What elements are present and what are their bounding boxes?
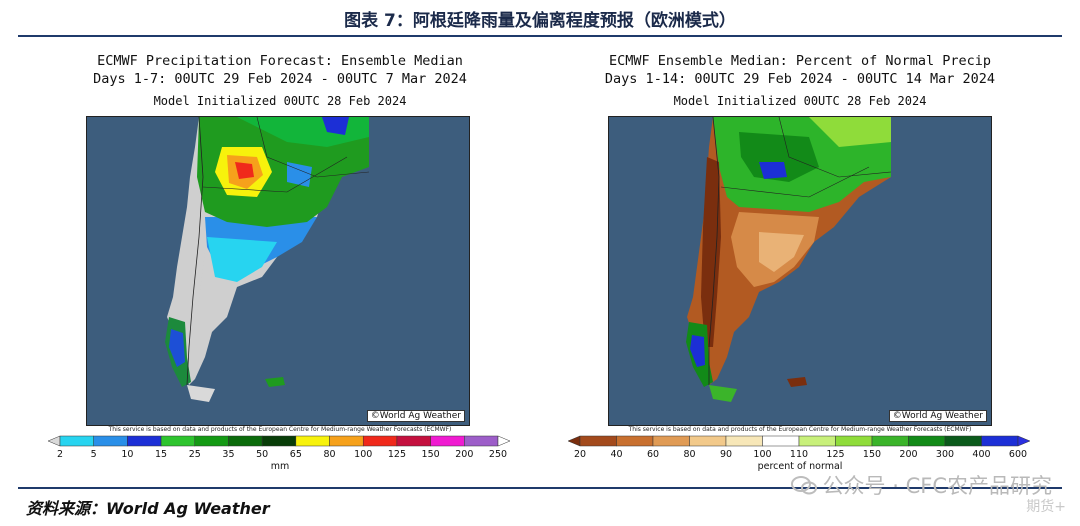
colorbar-segment [497, 435, 511, 447]
colorbar-segment [689, 435, 727, 447]
wechat-icon [790, 476, 817, 495]
colorbar-graphic [567, 435, 1031, 447]
precip-map: ©World Ag Weather [86, 116, 470, 426]
colorbar-segment [464, 435, 499, 447]
colorbar-segment [1017, 435, 1031, 447]
colorbar-segment [981, 435, 1019, 447]
colorbar-graphic [47, 435, 511, 447]
map-credit: ©World Ag Weather [366, 410, 465, 422]
colorbar-tick-label: 10 [121, 449, 134, 460]
disclaimer: This service is based on data and produc… [108, 426, 452, 433]
colorbar-segment [295, 435, 330, 447]
precip-unit: mm [270, 461, 290, 472]
colorbar-segment [93, 435, 128, 447]
precip-colorbar [47, 435, 511, 447]
watermark: 公众号 · CFC农产品研究 [790, 470, 1052, 500]
model-initialized: Model Initialized 00UTC 28 Feb 2024 [673, 94, 927, 108]
precip-colorbar-ticks: 2 5 10 15 25 35 50 65 80 100 125 150 200 250 [48, 449, 510, 461]
colorbar-tick-label: 125 [826, 449, 845, 460]
colorbar-segment [725, 435, 763, 447]
colorbar-segment [59, 435, 94, 447]
panel-title-line2: Days 1-14: 00UTC 29 Feb 2024 - 00UTC 14 … [604, 71, 996, 87]
precip-forecast-panel: ECMWF Precipitation Forecast: Ensemble M… [30, 48, 530, 478]
source-note: 资料来源：World Ag Weather [26, 499, 270, 518]
colorbar-tick-label: 600 [1008, 449, 1028, 460]
colorbar-segment [567, 435, 581, 447]
colorbar-tick-label: 35 [222, 449, 235, 460]
colorbar-tick-label: 65 [289, 449, 302, 460]
colorbar-segment [329, 435, 364, 447]
colorbar-tick-label: 15 [155, 449, 168, 460]
colorbar-segment [871, 435, 909, 447]
colorbar-tick-label: 25 [188, 449, 201, 460]
colorbar-segment [835, 435, 873, 447]
colorbar-tick-label: 100 [753, 449, 772, 460]
colorbar-segment [194, 435, 229, 447]
colorbar-segment [798, 435, 836, 447]
bottom-rule [18, 487, 1062, 489]
colorbar-tick-label: 20 [573, 449, 587, 460]
disclaimer: This service is based on data and produc… [628, 426, 972, 433]
panel-title-line1: ECMWF Ensemble Median: Percent of Normal… [608, 53, 991, 69]
colorbar-segment [616, 435, 654, 447]
colorbar-tick-label: 200 [455, 449, 474, 460]
colorbar-tick-label: 80 [323, 449, 336, 460]
colorbar-tick-label: 200 [899, 449, 918, 460]
colorbar-tick-label: 250 [488, 449, 508, 460]
percent-colorbar [567, 435, 1031, 447]
colorbar-tick-label: 5 [90, 449, 97, 460]
map-credit: ©World Ag Weather [888, 410, 987, 422]
colorbar-segment [762, 435, 800, 447]
colorbar-segment [47, 435, 61, 447]
colorbar-segment [127, 435, 162, 447]
figure-title: 图表 7：阿根廷降雨量及偏离程度预报（欧洲模式） [344, 11, 736, 31]
colorbar-tick-label: 60 [646, 449, 660, 460]
colorbar-tick-label: 2 [56, 449, 64, 460]
colorbar-tick-label: 40 [610, 449, 623, 460]
colorbar-tick-label: 150 [862, 449, 882, 460]
percent-normal-map: ©World Ag Weather [608, 116, 992, 426]
colorbar-tick-label: 300 [935, 449, 955, 460]
title-rule [18, 35, 1062, 37]
panel-title-line2: Days 1-7: 00UTC 29 Feb 2024 - 00UTC 7 Ma… [93, 71, 467, 87]
colorbar-tick-label: 150 [421, 449, 440, 460]
colorbar-tick-label: 90 [719, 449, 733, 460]
precip-map-graphic [165, 117, 370, 402]
colorbar-tick-label: 400 [972, 449, 991, 460]
colorbar-segment [579, 435, 617, 447]
colorbar-segment [652, 435, 690, 447]
watermark-text: 公众号 · CFC农产品研究 [822, 474, 1052, 498]
colorbar-segment [908, 435, 946, 447]
colorbar-segment [160, 435, 196, 447]
colorbar-tick-label: 125 [387, 449, 406, 460]
colorbar-tick-label: 100 [354, 449, 373, 460]
colorbar-segment [261, 435, 297, 447]
colorbar-segment [228, 435, 263, 447]
colorbar-tick-label: 50 [256, 449, 269, 460]
colorbar-tick-label: 80 [683, 449, 696, 460]
percent-unit: percent of normal [757, 461, 843, 472]
colorbar-segment [430, 435, 465, 447]
watermark-sub: 期货+ [1026, 499, 1066, 515]
model-initialized: Model Initialized 00UTC 28 Feb 2024 [153, 94, 407, 108]
colorbar-segment [396, 435, 431, 447]
percent-normal-panel: ECMWF Ensemble Median: Percent of Normal… [550, 48, 1050, 478]
panel-title-line1: ECMWF Precipitation Forecast: Ensemble M… [97, 53, 463, 69]
colorbar-segment [944, 435, 982, 447]
colorbar-tick-label: 110 [789, 449, 809, 460]
percent-normal-map-graphic [686, 117, 892, 402]
percent-colorbar-ticks: 20 40 60 80 90 100 110 125 150 200 300 400 600 [568, 449, 1030, 461]
colorbar-segment [362, 435, 398, 447]
